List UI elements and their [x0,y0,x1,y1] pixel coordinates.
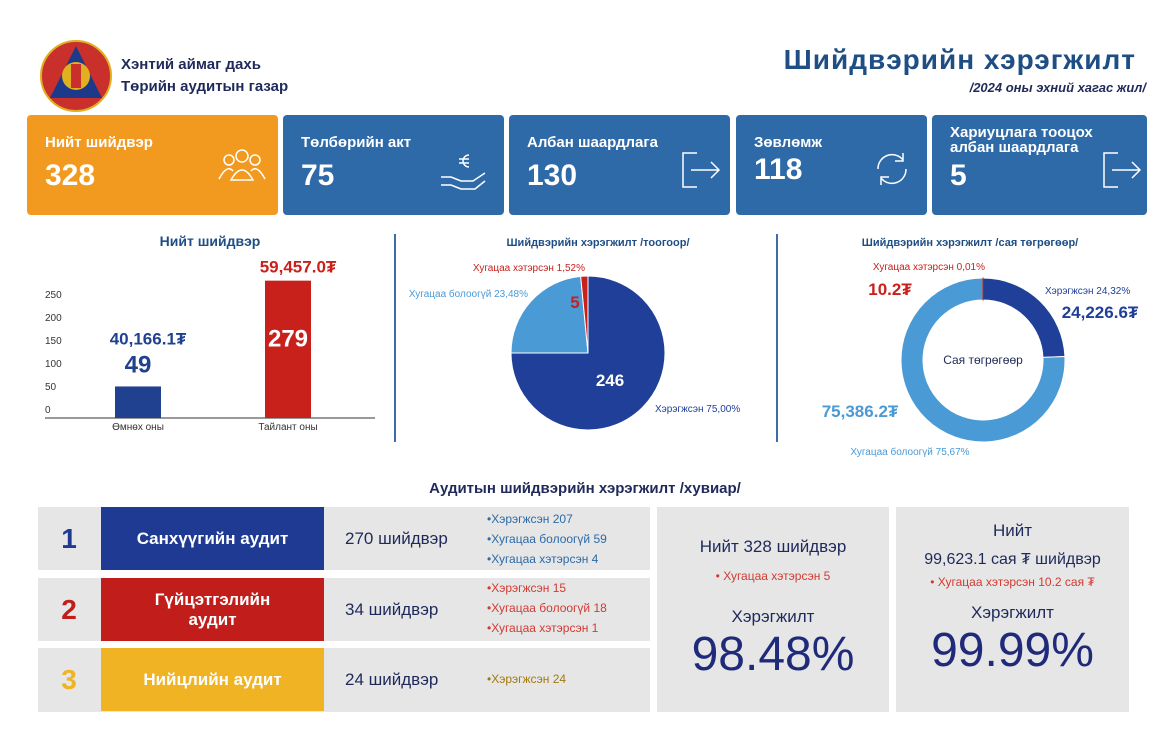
card-value: 328 [45,159,96,192]
card-value: 118 [754,153,803,186]
audit-item: Хугацаа болоогүй 18 [487,598,607,618]
audit-count: 270 шийдвэр [345,529,448,548]
summary-title: Нийт 328 шийдвэр [699,537,847,556]
summary-value: 98.48% [691,628,855,681]
card-label: Албан шаардлага [527,134,658,151]
icon [218,149,266,181]
audit-name: Нийцлийн аудит [101,648,324,711]
pie-slice [580,275,589,354]
segment-label: Хугацаа хэтэрсэн 0,01% [873,262,985,273]
value-label: 49 [125,351,152,378]
audit-item: Хэрэгжсэн 15 [487,578,607,598]
audit-num: 1 [61,523,77,554]
summary-note: • Хугацаа хэтэрсэн 5 [715,569,831,583]
y-tick-label: 250 [45,290,62,301]
slice-label: Хугацаа болоогүй 23,48% [409,288,528,300]
card-label: Хариуцлага тооцох албан шаардлага [950,124,1093,156]
card-value: 5 [950,159,967,192]
card-label: Зөвлөмж [754,134,823,151]
y-tick-label: 150 [45,336,62,347]
audit-count: 34 шийдвэр [345,600,439,619]
audit-item: Хугацаа болоогүй 59 [487,529,607,549]
charts: Нийт шийдвэр 0 50 100 150 200 250 Өмнөх оны 49 40… [45,233,1139,458]
audit-count: 24 шийдвэр [345,670,439,689]
org-line1: Хэнтий аймаг дахь [121,56,261,73]
amount-label: 40,166.1₮ [110,329,187,348]
icon [1103,152,1142,188]
value-label: 246 [596,371,624,390]
audit-item: Хэрэгжсэн 207 [487,509,607,529]
pie-slice [510,275,589,354]
amount-label: 59,457.0₮ [260,258,337,277]
logo [40,40,112,112]
summary-box: Нийт 328 шийдвэр • Хугацаа хэтэрсэн 5 Хэ… [657,507,889,712]
summary-value: 99.99% [931,624,1094,677]
slice-label: Хугацаа хэтэрсэн 1,52% [473,263,585,274]
value-label: 77 [527,325,546,344]
chart-title: Шийдвэрийн хэрэгжилт /сая төгрөгөөр/ [862,237,1078,249]
segment-label: Хэрэгжсэн 24,32% [1045,286,1130,297]
audit-row: 3 Нийцлийн аудит 24 шийдвэр Хэрэгжсэн 24 [38,648,650,712]
audit-item: Хугацаа хэтэрсэн 1 [487,618,607,638]
y-tick-label: 200 [45,313,62,324]
summary-title: Нийт [992,521,1033,540]
audit-row: 2 Гүйцэтгэлийн аудит 34 шийдвэр Хэрэгжсэ… [38,578,650,641]
chart-title: Нийт шийдвэр [160,233,261,249]
audit-num: 2 [61,594,77,625]
audit-items: Хэрэгжсэн 24 [487,669,566,689]
card-label: Төлбөрийн акт [301,134,412,151]
y-tick-label: 50 [45,382,57,393]
card: Хариуцлага тооцох албан шаардлага 5 [932,115,1147,215]
audit-item: Хугацаа хэтэрсэн 4 [487,549,607,569]
summary-note-text: Хугацаа хэтэрсэн 5 [723,569,831,583]
icon [441,154,486,190]
card: Албан шаардлага 130 [509,115,730,215]
pie-slice [510,275,666,431]
card-value: 75 [301,159,335,192]
audit-row: 1 Санхүүгийн аудит 270 шийдвэр Хэрэгжсэн… [38,507,650,570]
audit-num: 3 [61,664,77,695]
center-label: Сая төгрөгөөр [943,353,1023,367]
audit-name: Санхүүгийн аудит [101,507,324,570]
audit-item: Хэрэгжсэн 24 [487,669,566,689]
icon [877,153,907,185]
summary-label: Хэрэгжилт [971,603,1054,622]
value-label: 75,386.2₮ [822,402,899,421]
slice-label: Хэрэгжсэн 75,00% [655,404,740,415]
summary-subtitle: 99,623.1 сая ₮ шийдвэр [924,551,1101,568]
card: Нийт шийдвэр 328 [27,115,278,215]
value-label: 5 [570,293,579,312]
y-tick-label: 0 [45,405,51,416]
summary-note: • Хугацаа хэтэрсэн 10.2 сая ₮ [930,575,1095,589]
y-tick-label: 100 [45,359,62,370]
value-label: 24,226.6₮ [1062,303,1139,322]
card: Төлбөрийн акт 75 [283,115,504,215]
bar [265,280,311,418]
org-line2: Төрийн аудитын газар [121,78,289,95]
bar [115,386,161,418]
card-value: 130 [527,159,578,192]
card-label: Нийт шийдвэр [45,134,153,151]
value-label: 279 [268,326,308,353]
icon [682,152,721,188]
donut-segment [900,277,1066,443]
chart-title: Шийдвэрийн хэрэгжилт /тоогоор/ [507,237,690,249]
value-label: 10.2₮ [868,280,912,299]
x-tick-label: Өмнөх оны [112,422,164,433]
audit-name: Гүйцэтгэлийн аудит [101,578,324,641]
summary-note-text: Хугацаа хэтэрсэн 10.2 сая ₮ [937,575,1095,589]
audit-items: Хэрэгжсэн 15 Хугацаа болоогүй 18 Хугацаа… [487,578,607,638]
x-tick-label: Тайлант оны [258,422,317,433]
segment-label: Хугацаа болоогүй 75,67% [850,446,969,458]
summary-label: Хэрэгжилт [731,607,815,626]
title: Шийдвэрийн хэрэгжилт [783,44,1136,75]
audit-items: Хэрэгжсэн 207 Хугацаа болоогүй 59 Хугаца… [487,509,607,569]
summary-box: Нийт 99,623.1 сая ₮ шийдвэр • Хугацаа хэ… [896,507,1129,712]
card: Зөвлөмж 118 [736,115,927,215]
subtitle: /2024 оны эхний хагас жил/ [969,80,1146,95]
section-title: Аудитын шийдвэрийн хэрэгжилт /хувиар/ [429,480,741,497]
